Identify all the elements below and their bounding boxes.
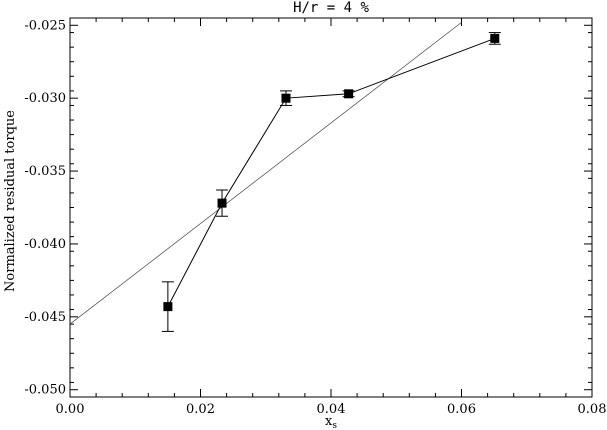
y-tick-label: -0.040: [24, 237, 66, 252]
chart-title: H/r = 4 %: [293, 0, 369, 16]
y-tick-label: -0.025: [24, 18, 66, 33]
y-axis-label: Normalized residual torque: [3, 110, 18, 292]
x-tick-label: 0.00: [56, 402, 85, 417]
y-tick-label: -0.045: [24, 310, 66, 325]
series-line: [167, 37, 495, 307]
x-tick-label: 0.08: [578, 402, 607, 417]
y-tick-label: -0.030: [24, 91, 66, 106]
x-tick-label: 0.06: [447, 402, 476, 417]
x-axis-label-main: x: [325, 414, 333, 429]
plot-frame: [69, 17, 593, 398]
data-point: [163, 302, 173, 312]
x-axis-label-subscript: s: [332, 421, 337, 430]
data-point: [344, 89, 354, 99]
data-point: [217, 198, 227, 208]
x-tick-label: 0.02: [186, 402, 215, 417]
fit-line: [70, 22, 462, 325]
x-tick-label: 0.04: [317, 402, 346, 417]
y-tick-label: -0.050: [24, 383, 66, 398]
data-point: [490, 33, 500, 43]
data-point: [281, 93, 291, 103]
x-axis-label: xs: [325, 414, 337, 430]
y-tick-label: -0.035: [24, 164, 66, 179]
